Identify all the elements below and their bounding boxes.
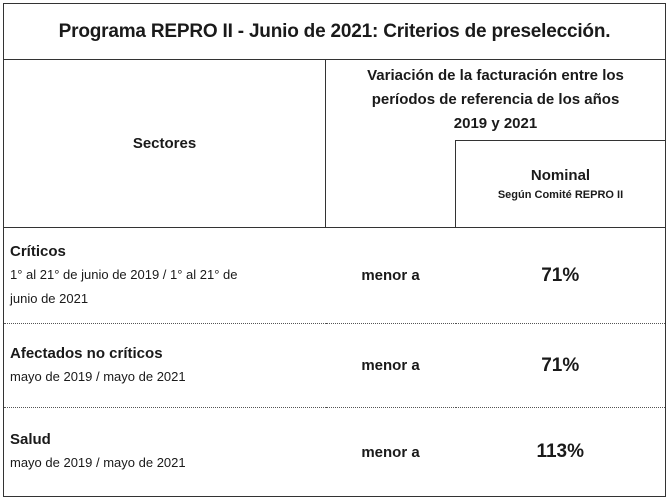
table-row: Afectados no críticos mayo de 2019 / may… xyxy=(3,323,666,408)
sector-cell-criticos: Críticos 1° al 21° de junio de 2019 / 1°… xyxy=(3,227,326,324)
repro-criteria-table: Programa REPRO II - Junio de 2021: Crite… xyxy=(3,3,666,497)
sector-name: Críticos xyxy=(10,242,66,260)
variation-header-line-2: períodos de referencia de los años xyxy=(371,91,620,108)
header-row-bottom: Nominal Según Comité REPRO II xyxy=(4,140,666,228)
variation-header-line-3: 2019 y 2021 xyxy=(453,115,538,132)
condition-cell: menor a xyxy=(325,227,456,324)
threshold-value: 113% xyxy=(536,441,585,462)
condition-header-spacer xyxy=(325,140,456,228)
table-row: Salud mayo de 2019 / mayo de 2021 menor … xyxy=(4,408,666,497)
nominal-label: Nominal xyxy=(530,167,591,184)
threshold-value: 71% xyxy=(455,323,666,408)
nominal-sublabel: Según Comité REPRO II xyxy=(497,189,624,201)
variation-header-line-1: Variación de la facturación entre los xyxy=(367,67,624,84)
title-row: Programa REPRO II - Junio de 2021: Crite… xyxy=(3,3,666,60)
header-row-top: Sectores Variación de la facturación ent… xyxy=(3,59,666,228)
sector-period-line-2: junio de 2021 xyxy=(10,290,89,306)
condition-cell: menor a xyxy=(325,323,456,408)
variation-header: Variación de la facturación entre los pe… xyxy=(326,60,666,141)
sector-period-line-1: mayo de 2019 / mayo de 2021 xyxy=(10,455,186,470)
table-row: Críticos 1° al 21° de junio de 2019 / 1°… xyxy=(3,227,666,324)
condition-cell: menor a xyxy=(361,443,420,461)
nominal-header: Nominal Según Comité REPRO II xyxy=(455,140,666,228)
sector-name: Afectados no críticos xyxy=(10,344,163,362)
sector-period-line-1: 1° al 21° de junio de 2019 / 1° al 21° d… xyxy=(10,266,238,282)
sector-cell-salud: Salud mayo de 2019 / mayo de 2021 xyxy=(4,408,326,497)
sector-period-line-1: mayo de 2019 / mayo de 2021 xyxy=(10,368,186,384)
threshold-value: 71% xyxy=(455,227,666,324)
sector-cell-afectados: Afectados no críticos mayo de 2019 / may… xyxy=(3,323,326,408)
table-title: Programa REPRO II - Junio de 2021: Crite… xyxy=(3,3,666,60)
sectores-header: Sectores xyxy=(3,59,326,228)
sector-name: Salud xyxy=(10,431,51,448)
